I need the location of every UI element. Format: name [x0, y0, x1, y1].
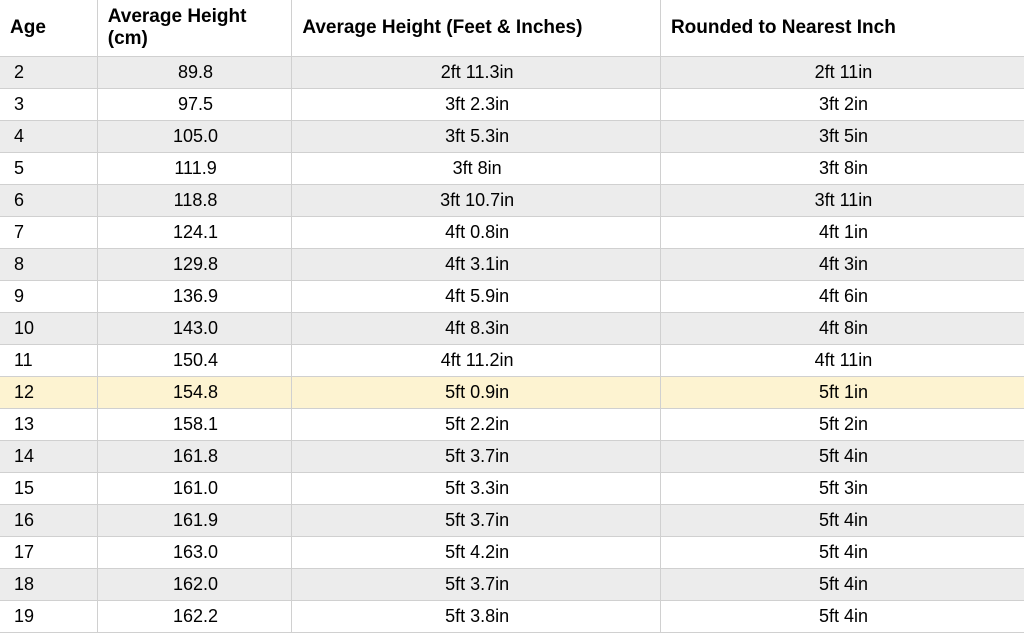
table-body: 289.82ft 11.3in2ft 11in397.53ft 2.3in3ft… — [0, 57, 1024, 633]
cell-cm: 118.8 — [97, 185, 292, 217]
table-row: 10143.04ft 8.3in4ft 8in — [0, 313, 1024, 345]
table-row: 7124.14ft 0.8in4ft 1in — [0, 217, 1024, 249]
cell-cm: 162.0 — [97, 569, 292, 601]
cell-round: 5ft 4in — [660, 441, 1024, 473]
cell-round: 5ft 4in — [660, 569, 1024, 601]
cell-cm: 161.9 — [97, 505, 292, 537]
col-header-age: Age — [0, 0, 97, 57]
table-row: 15161.05ft 3.3in5ft 3in — [0, 473, 1024, 505]
cell-round: 5ft 1in — [660, 377, 1024, 409]
cell-ftin: 5ft 3.7in — [292, 569, 661, 601]
cell-cm: 105.0 — [97, 121, 292, 153]
cell-ftin: 5ft 2.2in — [292, 409, 661, 441]
col-header-cm: Average Height (cm) — [97, 0, 292, 57]
cell-ftin: 4ft 3.1in — [292, 249, 661, 281]
cell-round: 5ft 3in — [660, 473, 1024, 505]
cell-ftin: 3ft 2.3in — [292, 89, 661, 121]
cell-round: 5ft 4in — [660, 537, 1024, 569]
table-row: 14161.85ft 3.7in5ft 4in — [0, 441, 1024, 473]
cell-cm: 158.1 — [97, 409, 292, 441]
cell-round: 5ft 4in — [660, 601, 1024, 633]
table-row: 397.53ft 2.3in3ft 2in — [0, 89, 1024, 121]
cell-round: 3ft 11in — [660, 185, 1024, 217]
cell-cm: 162.2 — [97, 601, 292, 633]
cell-age: 5 — [0, 153, 97, 185]
cell-ftin: 4ft 0.8in — [292, 217, 661, 249]
table-row: 12154.85ft 0.9in5ft 1in — [0, 377, 1024, 409]
table-row: 19162.25ft 3.8in5ft 4in — [0, 601, 1024, 633]
cell-cm: 111.9 — [97, 153, 292, 185]
cell-age: 18 — [0, 569, 97, 601]
cell-round: 3ft 5in — [660, 121, 1024, 153]
table-row: 18162.05ft 3.7in5ft 4in — [0, 569, 1024, 601]
cell-cm: 161.8 — [97, 441, 292, 473]
col-header-ftin: Average Height (Feet & Inches) — [292, 0, 661, 57]
cell-cm: 97.5 — [97, 89, 292, 121]
table-row: 289.82ft 11.3in2ft 11in — [0, 57, 1024, 89]
cell-round: 5ft 2in — [660, 409, 1024, 441]
cell-round: 3ft 2in — [660, 89, 1024, 121]
cell-age: 3 — [0, 89, 97, 121]
cell-age: 17 — [0, 537, 97, 569]
cell-round: 4ft 8in — [660, 313, 1024, 345]
table-row: 17163.05ft 4.2in5ft 4in — [0, 537, 1024, 569]
cell-round: 4ft 1in — [660, 217, 1024, 249]
height-by-age-table: Age Average Height (cm) Average Height (… — [0, 0, 1024, 633]
cell-ftin: 5ft 3.7in — [292, 441, 661, 473]
cell-cm: 89.8 — [97, 57, 292, 89]
cell-age: 13 — [0, 409, 97, 441]
cell-ftin: 4ft 5.9in — [292, 281, 661, 313]
cell-age: 6 — [0, 185, 97, 217]
cell-ftin: 5ft 3.7in — [292, 505, 661, 537]
cell-round: 4ft 11in — [660, 345, 1024, 377]
cell-ftin: 2ft 11.3in — [292, 57, 661, 89]
cell-round: 3ft 8in — [660, 153, 1024, 185]
cell-age: 15 — [0, 473, 97, 505]
cell-ftin: 5ft 0.9in — [292, 377, 661, 409]
table-row: 13158.15ft 2.2in5ft 2in — [0, 409, 1024, 441]
table-row: 8129.84ft 3.1in4ft 3in — [0, 249, 1024, 281]
cell-cm: 150.4 — [97, 345, 292, 377]
table-row: 9136.94ft 5.9in4ft 6in — [0, 281, 1024, 313]
table-row: 6118.83ft 10.7in3ft 11in — [0, 185, 1024, 217]
cell-round: 2ft 11in — [660, 57, 1024, 89]
cell-ftin: 3ft 5.3in — [292, 121, 661, 153]
table-header-row: Age Average Height (cm) Average Height (… — [0, 0, 1024, 57]
cell-cm: 129.8 — [97, 249, 292, 281]
col-header-round: Rounded to Nearest Inch — [660, 0, 1024, 57]
cell-ftin: 5ft 4.2in — [292, 537, 661, 569]
cell-cm: 154.8 — [97, 377, 292, 409]
table-row: 5111.93ft 8in3ft 8in — [0, 153, 1024, 185]
cell-age: 11 — [0, 345, 97, 377]
cell-age: 2 — [0, 57, 97, 89]
cell-cm: 143.0 — [97, 313, 292, 345]
cell-age: 10 — [0, 313, 97, 345]
cell-age: 19 — [0, 601, 97, 633]
cell-ftin: 3ft 10.7in — [292, 185, 661, 217]
cell-round: 4ft 6in — [660, 281, 1024, 313]
cell-cm: 124.1 — [97, 217, 292, 249]
cell-age: 12 — [0, 377, 97, 409]
cell-ftin: 4ft 11.2in — [292, 345, 661, 377]
cell-ftin: 5ft 3.8in — [292, 601, 661, 633]
cell-round: 5ft 4in — [660, 505, 1024, 537]
cell-age: 14 — [0, 441, 97, 473]
cell-cm: 136.9 — [97, 281, 292, 313]
cell-age: 8 — [0, 249, 97, 281]
table-row: 4105.03ft 5.3in3ft 5in — [0, 121, 1024, 153]
cell-age: 4 — [0, 121, 97, 153]
cell-cm: 161.0 — [97, 473, 292, 505]
cell-ftin: 4ft 8.3in — [292, 313, 661, 345]
table-row: 16161.95ft 3.7in5ft 4in — [0, 505, 1024, 537]
cell-age: 7 — [0, 217, 97, 249]
cell-ftin: 3ft 8in — [292, 153, 661, 185]
cell-age: 9 — [0, 281, 97, 313]
cell-age: 16 — [0, 505, 97, 537]
cell-ftin: 5ft 3.3in — [292, 473, 661, 505]
cell-cm: 163.0 — [97, 537, 292, 569]
cell-round: 4ft 3in — [660, 249, 1024, 281]
table-row: 11150.44ft 11.2in4ft 11in — [0, 345, 1024, 377]
